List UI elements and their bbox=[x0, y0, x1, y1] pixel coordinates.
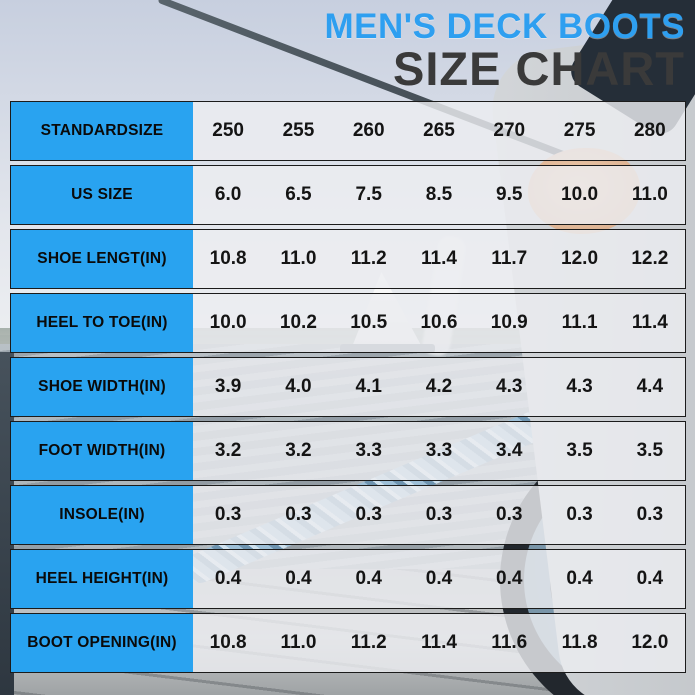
value-cell: 11.0 bbox=[280, 248, 317, 269]
value-cell: 0.3 bbox=[636, 504, 664, 525]
value-cell: 280 bbox=[633, 120, 666, 141]
value-cell: 270 bbox=[493, 120, 526, 141]
value-cell: 12.0 bbox=[631, 632, 669, 653]
value-cell: 250 bbox=[212, 120, 244, 141]
row-label-cell: SHOE LENGT(IN) bbox=[11, 230, 193, 288]
value-cell: 0.4 bbox=[214, 568, 242, 589]
value-cell: 10.2 bbox=[279, 312, 317, 333]
value-cell: 10.8 bbox=[209, 248, 247, 269]
value-cell: 3.3 bbox=[355, 440, 382, 461]
value-cell: 275 bbox=[563, 120, 596, 141]
row-label-cell: HEEL TO TOE(IN) bbox=[11, 294, 193, 352]
value-cell: 0.4 bbox=[285, 568, 312, 589]
value-cell: 0.4 bbox=[496, 568, 523, 589]
value-cell: 11.2 bbox=[350, 248, 387, 269]
value-cell: 0.4 bbox=[425, 568, 453, 589]
value-cell: 4.3 bbox=[566, 376, 593, 397]
value-cell: 11.4 bbox=[421, 632, 457, 653]
page-title-product: MEN'S DECK BOOTS bbox=[324, 7, 685, 46]
value-cell: 4.1 bbox=[355, 376, 382, 397]
row-label-cell: INSOLE(IN) bbox=[11, 486, 193, 544]
value-cell: 4.4 bbox=[636, 376, 664, 397]
value-cell: 0.4 bbox=[566, 568, 593, 589]
value-cell: 11.0 bbox=[280, 632, 317, 653]
value-cell: 8.5 bbox=[425, 184, 453, 205]
row-label-cell: BOOT OPENING(IN) bbox=[11, 614, 193, 672]
value-cell: 11.2 bbox=[350, 632, 387, 653]
value-cell: 7.5 bbox=[355, 184, 382, 205]
value-cell: 3.5 bbox=[636, 440, 664, 461]
value-cell: 0.4 bbox=[355, 568, 382, 589]
value-cell: 10.0 bbox=[561, 184, 599, 205]
value-cell: 0.3 bbox=[285, 504, 312, 525]
value-cell: 0.3 bbox=[566, 504, 593, 525]
row-label-cell: HEEL HEIGHT(IN) bbox=[11, 550, 193, 608]
table-row: FOOT WIDTH(IN) 3.2 3.2 3.3 3.3 3.4 3.5 3.5 bbox=[10, 421, 686, 481]
table-row: INSOLE(IN) 0.3 0.3 0.3 0.3 0.3 0.3 0.3 bbox=[10, 485, 686, 545]
table-row: SHOE LENGT(IN) 10.8 11.0 11.2 11.4 11.7 12.0 1… bbox=[10, 229, 686, 289]
value-cell: 4.2 bbox=[425, 376, 453, 397]
size-table: STANDARDSIZE 250 255 260 265 270 275 280 US SI… bbox=[10, 101, 686, 677]
row-label-cell: STANDARDSIZE bbox=[11, 102, 193, 160]
value-cell: 9.5 bbox=[496, 184, 523, 205]
table-row: STANDARDSIZE 250 255 260 265 270 275 280 bbox=[10, 101, 686, 161]
table-row: BOOT OPENING(IN) 10.8 11.0 11.2 11.4 11.6 11.… bbox=[10, 613, 686, 673]
row-label-cell: FOOT WIDTH(IN) bbox=[11, 422, 193, 480]
value-cell: 6.5 bbox=[285, 184, 312, 205]
value-cell: 11.0 bbox=[631, 184, 668, 205]
row-label-cell: SHOE WIDTH(IN) bbox=[11, 358, 193, 416]
page-title-size-chart: SIZE CHART bbox=[393, 41, 685, 95]
value-cell: 255 bbox=[282, 120, 315, 141]
value-cell: 3.2 bbox=[214, 440, 242, 461]
value-cell: 4.3 bbox=[496, 376, 523, 397]
value-cell: 3.5 bbox=[566, 440, 593, 461]
value-cell: 10.0 bbox=[209, 312, 247, 333]
value-cell: 265 bbox=[423, 120, 455, 141]
value-cell: 3.2 bbox=[285, 440, 312, 461]
value-cell: 10.9 bbox=[490, 312, 528, 333]
value-cell: 10.5 bbox=[350, 312, 388, 333]
value-cell: 12.2 bbox=[631, 248, 669, 269]
value-cell: 11.7 bbox=[491, 248, 528, 269]
value-cell: 0.3 bbox=[214, 504, 242, 525]
value-cell: 11.8 bbox=[561, 632, 598, 653]
value-cell: 0.3 bbox=[355, 504, 382, 525]
value-cell: 6.0 bbox=[214, 184, 242, 205]
value-cell: 11.1 bbox=[561, 312, 598, 333]
value-cell: 0.4 bbox=[636, 568, 664, 589]
table-row: US SIZE 6.0 6.5 7.5 8.5 9.5 10.0 11.0 bbox=[10, 165, 686, 225]
value-cell: 12.0 bbox=[561, 248, 599, 269]
row-label-cell: US SIZE bbox=[11, 166, 193, 224]
value-cell: 0.3 bbox=[496, 504, 523, 525]
value-cell: 0.3 bbox=[425, 504, 453, 525]
title-block: MEN'S DECK BOOTS SIZE CHART bbox=[324, 8, 685, 95]
table-row: HEEL HEIGHT(IN) 0.4 0.4 0.4 0.4 0.4 0.4 0.4 bbox=[10, 549, 686, 609]
value-cell: 11.4 bbox=[421, 248, 457, 269]
value-cell: 10.6 bbox=[420, 312, 458, 333]
value-cell: 11.6 bbox=[491, 632, 528, 653]
table-row: SHOE WIDTH(IN) 3.9 4.0 4.1 4.2 4.3 4.3 4.4 bbox=[10, 357, 686, 417]
value-cell: 3.9 bbox=[214, 376, 242, 397]
value-cell: 3.3 bbox=[425, 440, 453, 461]
value-cell: 10.8 bbox=[209, 632, 247, 653]
value-cell: 3.4 bbox=[496, 440, 523, 461]
table-row: HEEL TO TOE(IN) 10.0 10.2 10.5 10.6 10.9 11.1… bbox=[10, 293, 686, 353]
value-cell: 11.4 bbox=[631, 312, 668, 333]
value-cell: 4.0 bbox=[285, 376, 312, 397]
value-cell: 260 bbox=[352, 120, 385, 141]
